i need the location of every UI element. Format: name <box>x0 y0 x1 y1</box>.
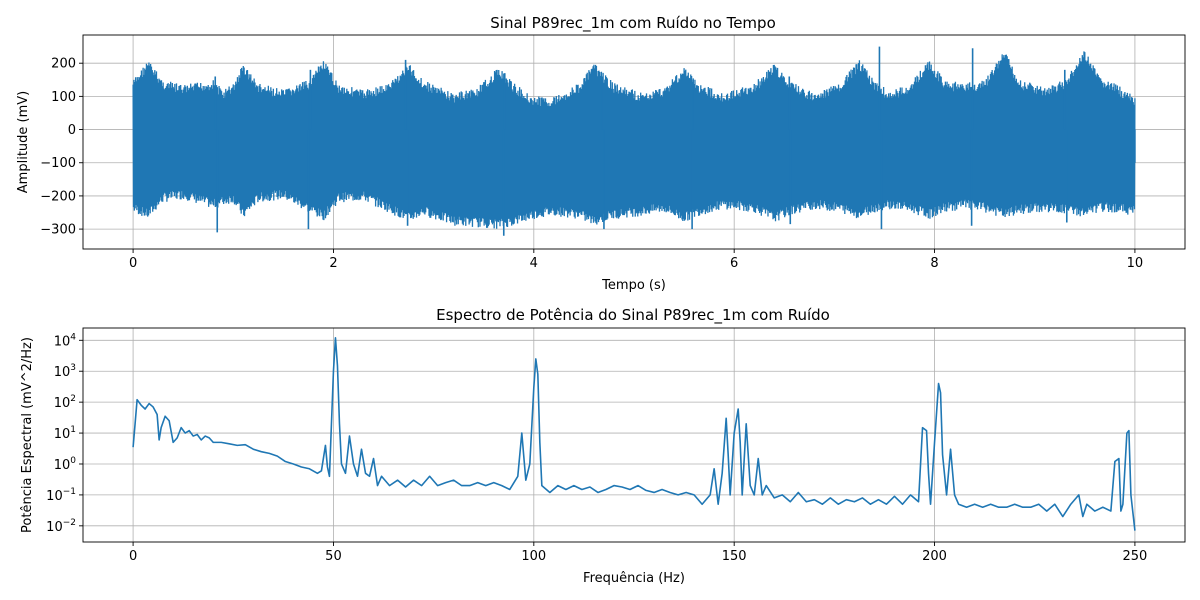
x-tick-label: 100 <box>521 549 546 564</box>
y-tick-label: 0 <box>68 123 76 138</box>
y-tick-label: 103 <box>54 363 76 380</box>
time-plot: Sinal P89rec_1m com Ruído no Tempo 0 2 4 6 8… <box>16 14 1186 293</box>
spectrum-plot: Espectro de Potência do Sinal P89rec_1m … <box>20 306 1186 586</box>
spectrum-plot-xlabel: Frequência (Hz) <box>583 571 685 586</box>
y-tick-label: 200 <box>51 57 76 72</box>
spectrum-plot-frame <box>82 327 1186 543</box>
x-tick-label: 8 <box>930 256 938 271</box>
y-tick-label: 102 <box>54 394 76 411</box>
x-tick-label: 0 <box>129 549 137 564</box>
y-tick-label: 10−1 <box>46 487 76 504</box>
y-tick-label: 10−2 <box>46 518 76 535</box>
y-tick-label: −200 <box>40 189 76 204</box>
y-tick-label: 104 <box>54 332 77 349</box>
y-tick-label: 101 <box>54 425 76 442</box>
time-plot-frame <box>82 34 1186 250</box>
x-tick-label: 250 <box>1122 549 1147 564</box>
spectrum-plot-series <box>132 337 1136 531</box>
x-tick-label: 150 <box>722 549 747 564</box>
spectrum-plot-ticks: 0 50 100 150 200 250 10−2 10−1 100 101 102 103 104 <box>46 332 1147 564</box>
x-tick-label: 200 <box>922 549 947 564</box>
time-plot-xlabel: Tempo (s) <box>601 278 666 293</box>
x-tick-label: 10 <box>1127 256 1144 271</box>
y-tick-label: 100 <box>54 456 77 473</box>
x-tick-label: 6 <box>730 256 738 271</box>
spectrum-plot-ylabel: Potência Espectral (mV^2/Hz) <box>20 337 35 533</box>
y-tick-label: 100 <box>51 90 76 105</box>
x-tick-label: 4 <box>530 256 538 271</box>
time-signal-line <box>132 51 1136 229</box>
y-tick-label: −100 <box>40 156 76 171</box>
x-tick-label: 0 <box>129 256 137 271</box>
time-plot-ylabel: Amplitude (mV) <box>16 91 31 193</box>
spectrum-plot-grid <box>83 328 1185 542</box>
x-tick-label: 50 <box>325 549 342 564</box>
time-plot-ticks: 0 2 4 6 8 10 −300 −200 −100 0 100 200 <box>40 57 1143 271</box>
time-plot-series <box>132 46 1136 236</box>
x-tick-label: 2 <box>329 256 337 271</box>
spectrum-line <box>132 337 1136 531</box>
spectrum-plot-title: Espectro de Potência do Sinal P89rec_1m … <box>436 306 830 325</box>
time-plot-title: Sinal P89rec_1m com Ruído no Tempo <box>490 14 776 33</box>
y-tick-label: −300 <box>40 223 76 238</box>
